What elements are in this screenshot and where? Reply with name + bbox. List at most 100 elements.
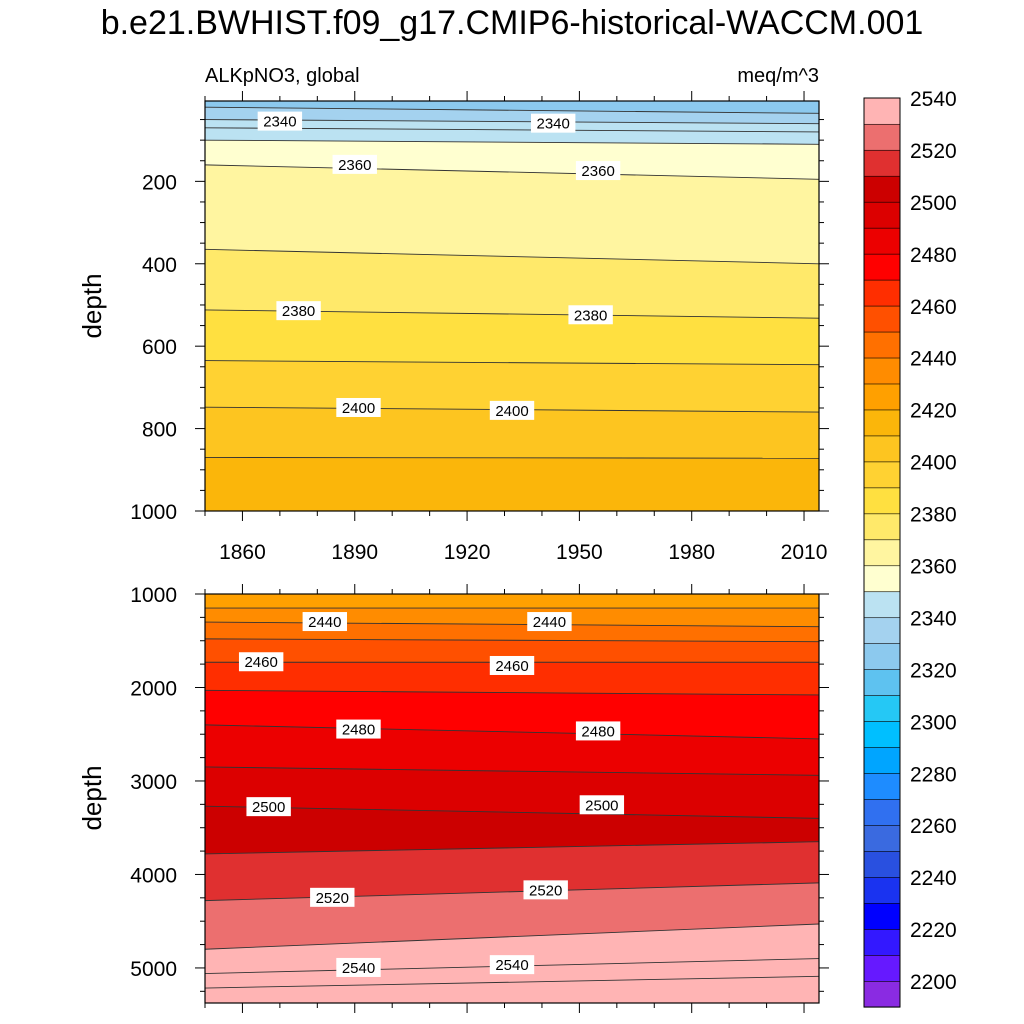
lower-contour-label-box [238,652,284,672]
lower-band [205,806,819,854]
lower-y-tick-label: 3000 [130,771,177,794]
upper-y-tick-label: 600 [142,336,177,359]
upper-contour-line [205,248,819,265]
colorbar-swatch [863,331,901,359]
upper-contour-label-box [257,111,303,131]
lower-contour-label-box [336,719,381,739]
colorbar-swatch [863,617,901,645]
colorbar-label: 2500 [910,192,957,215]
colorbar-swatch [863,461,901,489]
upper-contour-line [205,360,819,366]
upper-contour-label: 2400 [342,400,375,417]
colorbar-swatch [863,487,901,515]
lower-band [205,767,819,819]
lower-contour-label-box [575,721,621,741]
colorbar-swatch [863,565,901,593]
upper-contour-line [205,164,819,180]
colorbar-swatch [863,97,901,125]
lower-contour-line [205,923,819,950]
lower-y-tick-label: 5000 [130,958,177,981]
upper-band [205,127,819,145]
upper-y-tick-label: 200 [142,171,177,194]
lower-contour-label: 2500 [252,799,285,816]
colorbar-label: 2200 [910,971,957,994]
lower-contour-label-box [310,887,355,907]
lower-contour-line [205,975,819,989]
lower-band [205,882,819,950]
colorbar-swatch [863,902,901,930]
colorbar-swatch [863,539,901,567]
upper-contour-label-box [336,397,381,417]
chart-title: b.e21.BWHIST.f09_g17.CMIP6-historical-WA… [100,4,924,42]
upper-contour-label: 2340 [263,114,296,131]
lower-contour-label: 2460 [495,658,528,675]
upper-band [205,107,819,124]
lower-frame [204,593,820,1004]
colorbar-label: 2420 [910,400,957,423]
colorbar-swatch [863,513,901,541]
lower-band [205,594,819,609]
colorbar-label: 2320 [910,659,957,682]
upper-contour-label-box [530,113,576,133]
colorbar-swatch [863,435,901,463]
lower-contour-label: 2440 [533,614,566,631]
colorbar-swatch [863,798,901,826]
upper-right-string: meq/m^3 [737,65,819,87]
upper-y-tick-label: 400 [142,254,177,277]
colorbar-swatch [863,695,901,722]
upper-contour-line [205,456,819,459]
colorbar: 2200 2220 2240 2260 2280 2300 2320 2340 2360 2380… [863,88,957,1008]
colorbar-swatch [863,383,901,411]
upper-contour-label: 2400 [495,403,528,420]
lower-contour-label: 2480 [581,723,614,740]
lower-contour-label-box [527,612,572,632]
upper-band [205,249,819,319]
upper-y-axis-label: depth [77,273,107,338]
lower-y-tick-label: 1000 [130,584,177,607]
colorbar-swatch [863,876,901,904]
colorbar-swatch [863,850,901,878]
colorbar-swatch [863,201,901,229]
colorbar-swatch [863,175,901,203]
lower-y-tick-label: 4000 [130,864,177,887]
colorbar-swatch [863,227,901,255]
lower-contour-label: 2540 [342,960,375,977]
upper-x-tick-label: 1860 [219,541,266,564]
colorbar-swatch [863,305,901,333]
colorbar-swatch [863,409,901,437]
upper-x-tick-label: 1920 [444,541,491,564]
lower-contour-label: 2460 [244,654,277,671]
lower-contour-line [205,638,819,643]
colorbar-label: 2440 [910,348,957,371]
colorbar-label: 2400 [910,452,957,475]
colorbar-swatch [863,357,901,385]
colorbar-swatch [863,123,901,151]
colorbar-label: 2240 [910,867,957,890]
lower-band [205,976,819,1003]
lower-contour-label: 2520 [316,890,349,907]
colorbar-label: 2540 [910,88,957,111]
upper-contour-label: 2380 [574,307,607,324]
lower-contour-label-box [246,797,291,817]
colorbar-label: 2260 [910,815,957,838]
colorbar-swatch [863,721,901,748]
colorbar-swatch [863,928,901,956]
upper-contour-label: 2340 [536,116,569,133]
lower-contour-line [205,766,819,776]
lower-band [205,622,819,642]
upper-contour-line [205,119,819,125]
lower-panel: 2440 2440 2460 2460 2480 2480 2500 2500 2520 2520… [130,584,829,1013]
upper-contour-label-box [332,154,377,174]
lower-band [205,662,819,695]
colorbar-swatch [863,954,901,982]
upper-band [205,457,819,511]
upper-contour-line [205,127,819,133]
upper-y-tick-label: 1000 [130,501,177,524]
colorbar-swatch [863,253,901,281]
colorbar-swatch [863,591,901,619]
lower-y-tick-label: 2000 [130,677,177,700]
lower-contour-line [205,689,819,696]
lower-contour-label: 2500 [585,797,618,814]
colorbar-label: 2460 [910,296,957,319]
